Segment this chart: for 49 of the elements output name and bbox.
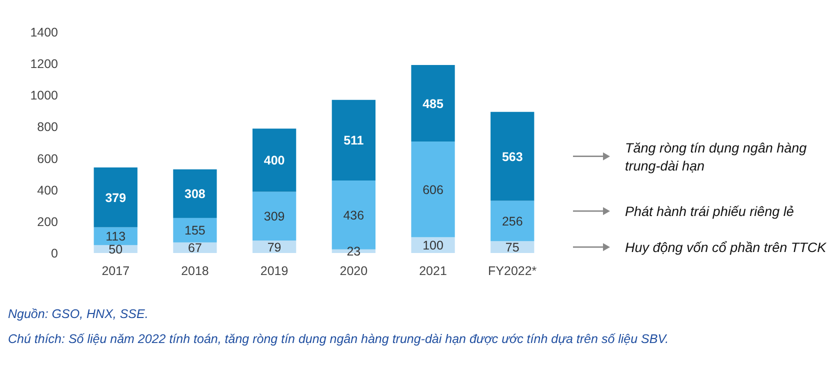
- data-label: 100: [422, 238, 444, 253]
- bar: [411, 64, 455, 142]
- data-label: 155: [184, 224, 206, 238]
- x-tick-label: 2017: [102, 264, 130, 278]
- x-tick-label: 2019: [260, 264, 288, 278]
- data-label: 75: [505, 240, 520, 255]
- data-label: 50: [108, 242, 123, 257]
- text: Tăng ròng tín dụng ngân hàng trung-dài hạn: [625, 140, 808, 174]
- bar: [173, 169, 217, 218]
- data-label: 256: [502, 214, 523, 228]
- x-tick-label: 2020: [340, 264, 368, 278]
- text: Huy động vốn cổ phần trên TTCK: [625, 240, 828, 256]
- x-tick-label: 2021: [419, 264, 447, 278]
- data-label: 309: [264, 210, 285, 224]
- y-tick-label: 200: [37, 214, 58, 229]
- data-label: 606: [422, 182, 444, 197]
- y-tick-label: 800: [37, 120, 58, 134]
- data-label: 379: [105, 190, 126, 205]
- y-tick-label: 1400: [30, 26, 58, 40]
- data-label: 67: [188, 241, 202, 256]
- y-tick-label: 1000: [30, 88, 58, 103]
- text: Chú thích: Số liệu năm 2022 tính toán, tăng ròng tín dụng ngân hàng trung-dài hạn được ước tính dựa trên số liệu SBV.: [8, 332, 669, 346]
- data-label: 563: [502, 150, 523, 164]
- bar: [332, 100, 376, 181]
- text: Nguồn: GSO, HNX, SSE.: [8, 307, 148, 321]
- bar: [490, 112, 534, 201]
- x-tick-label: 2018: [181, 264, 209, 278]
- data-label: 511: [344, 134, 364, 148]
- data-label: 79: [267, 240, 282, 254]
- x-tick-label: FY2022*: [488, 264, 537, 278]
- bar: [490, 241, 534, 253]
- text: Phát hành trái phiếu riêng lẻ: [625, 204, 794, 220]
- bar: [490, 200, 534, 242]
- bar: [173, 218, 217, 242]
- data-label: 113: [106, 230, 126, 244]
- bar: [411, 237, 455, 253]
- bar: [252, 128, 296, 192]
- bar: [94, 167, 138, 228]
- bar: [252, 192, 296, 241]
- y-tick-label: 0: [51, 246, 58, 260]
- y-tick-label: 1200: [30, 57, 58, 72]
- y-tick-label: 400: [37, 183, 58, 198]
- bar: [411, 142, 455, 238]
- data-label: 485: [422, 96, 444, 111]
- y-tick-label: 600: [37, 152, 58, 166]
- data-label: 23: [346, 244, 361, 259]
- data-label: 436: [343, 208, 364, 222]
- data-label: 400: [264, 154, 285, 168]
- data-label: 308: [184, 187, 206, 202]
